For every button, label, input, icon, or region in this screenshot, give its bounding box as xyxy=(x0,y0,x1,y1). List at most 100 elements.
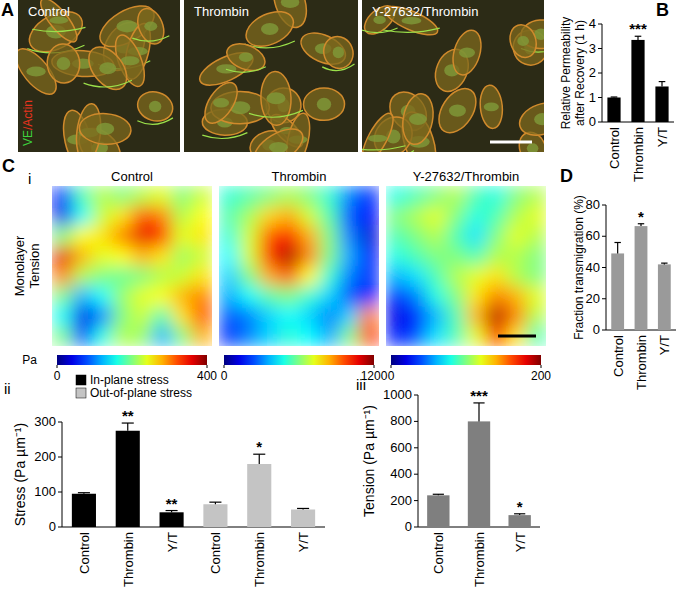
stain-label-part: /Actin xyxy=(21,100,35,130)
micrograph xyxy=(184,0,358,152)
heatmap-cell xyxy=(72,206,93,227)
significance: *** xyxy=(470,387,488,404)
heatmap-cell xyxy=(466,286,487,307)
heatmap-cell xyxy=(279,306,300,327)
heatmap-cell xyxy=(506,246,527,267)
cell-decoration xyxy=(78,112,132,146)
heatmap-cell xyxy=(506,266,527,287)
heatmap-cell xyxy=(92,206,113,227)
heatmap-cell xyxy=(52,206,73,227)
scale-bar xyxy=(498,335,536,338)
panel-c-i: CiMonolayerTensionPaControl0400Thrombin0… xyxy=(2,156,551,383)
heatmap-cell xyxy=(52,186,73,207)
x-tick-label: Y/T xyxy=(657,335,672,355)
heatmap-cell xyxy=(112,226,133,247)
heatmap-cell xyxy=(72,306,93,327)
nucleus-decoration xyxy=(527,143,539,152)
bar-annotations: *** xyxy=(629,20,647,37)
heatmap-cell xyxy=(526,306,546,327)
bars xyxy=(427,403,531,527)
heatmap-cell xyxy=(359,206,379,227)
heatmap-cell xyxy=(112,286,133,307)
heatmap-cell xyxy=(192,326,212,346)
colorbar xyxy=(391,355,541,365)
heatmap-cell xyxy=(132,186,153,207)
bar xyxy=(611,253,624,330)
colorbar-tick-label: 0 xyxy=(221,369,228,383)
cell-decoration xyxy=(46,43,81,84)
x-tick-label: Thrombin xyxy=(472,532,487,587)
heatmap-cell xyxy=(239,186,260,207)
x-tick-label: Y/T xyxy=(513,532,528,552)
bar xyxy=(116,431,140,527)
heatmap-cell xyxy=(526,186,546,207)
heatmap-cell xyxy=(72,326,93,346)
heatmap-cell xyxy=(112,246,133,267)
legend-label: Out-of-plane stress xyxy=(90,386,192,400)
image-label: Control xyxy=(28,4,70,19)
junction-decoration xyxy=(32,27,85,31)
panel-letter: D xyxy=(560,166,573,186)
heatmap-cell xyxy=(192,206,212,227)
cell-decoration xyxy=(431,82,483,140)
heatmap-cell xyxy=(259,246,280,267)
significance: * xyxy=(517,498,523,515)
colorbar-tick xyxy=(224,365,225,368)
heatmap-cell xyxy=(406,186,427,207)
x-tick-label: Thrombin xyxy=(631,127,646,182)
cell-decoration xyxy=(399,91,437,147)
colorbar xyxy=(224,355,374,365)
heatmap-cell xyxy=(172,306,193,327)
error-cap xyxy=(614,242,620,243)
heatmap-cell xyxy=(339,286,360,307)
y-tick xyxy=(58,457,62,458)
heatmap-cell xyxy=(319,246,340,267)
heatmap-cell xyxy=(359,266,379,287)
x-tick-label: Y/T xyxy=(165,532,180,552)
heatmap-cell xyxy=(426,226,447,247)
micrograph-background xyxy=(184,0,358,152)
heatmap-cell xyxy=(506,306,527,327)
heatmap-cell xyxy=(339,226,360,247)
heatmap-cell xyxy=(132,226,153,247)
y-tick xyxy=(598,48,602,49)
heatmap-cell xyxy=(299,246,320,267)
junction-decoration xyxy=(322,64,354,71)
heatmap-cell xyxy=(72,186,93,207)
colorbar-tick-label: 0 xyxy=(54,369,61,383)
heatmap-cell xyxy=(339,306,360,327)
heatmap-cell xyxy=(172,246,193,267)
heatmap-cell xyxy=(152,226,173,247)
nucleus-decoration xyxy=(368,135,388,142)
y-tick xyxy=(58,422,62,423)
legend-swatch xyxy=(76,388,86,398)
figure: AControlThrombinY-27632/ThrombinVE/Actin… xyxy=(0,0,680,589)
heatmap-cell xyxy=(259,326,280,346)
heatmap-cell xyxy=(239,206,260,227)
y-tick-label: 60 xyxy=(586,228,600,243)
heatmap-cell xyxy=(386,286,407,307)
nucleus-decoration xyxy=(449,104,466,116)
heatmap-cell xyxy=(92,246,113,267)
heatmap-cell xyxy=(466,246,487,267)
heatmap-cell xyxy=(132,266,153,287)
nucleus-decoration xyxy=(213,98,229,108)
heatmap-cell xyxy=(406,306,427,327)
nucleus-decoration xyxy=(239,52,253,62)
panel-letter: ii xyxy=(4,380,11,397)
heatmap-cell xyxy=(406,286,427,307)
heatmap-cell xyxy=(446,286,467,307)
heatmap-cell xyxy=(319,306,340,327)
bars xyxy=(611,224,671,330)
junction-decoration xyxy=(362,146,405,150)
heatmap-cell xyxy=(172,266,193,287)
bar-chart: BRelative Permeabilityafter Recovery (1 … xyxy=(559,0,674,182)
heatmap-cell xyxy=(92,186,113,207)
junction-decoration xyxy=(132,36,169,41)
y-tick-label: 200 xyxy=(34,449,56,464)
heatmap-cell xyxy=(446,326,467,346)
heatmap-cell xyxy=(219,286,240,307)
heatmap-cell xyxy=(506,286,527,307)
heatmap-cell xyxy=(526,206,546,227)
heatmap xyxy=(219,186,379,346)
